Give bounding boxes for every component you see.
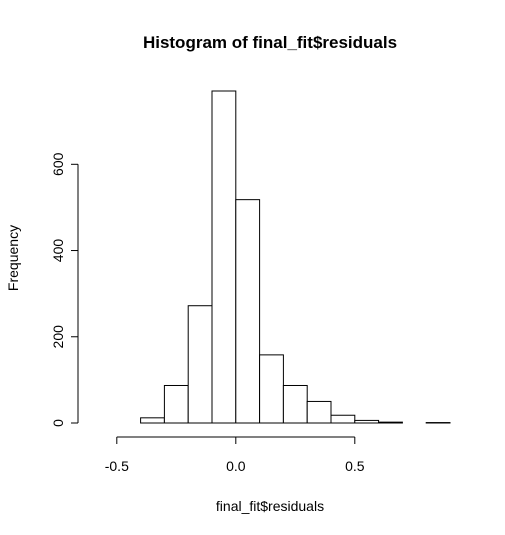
x-tick-label: 0.0 xyxy=(226,458,246,474)
histogram-bar xyxy=(188,306,212,423)
y-axis: 0 200 400 600 xyxy=(50,152,78,426)
histogram-bar xyxy=(379,422,403,423)
x-tick-label: 0.5 xyxy=(345,458,365,474)
histogram-bar xyxy=(141,418,165,423)
histogram-bar xyxy=(260,355,284,423)
histogram-bar xyxy=(164,385,188,423)
histogram-bars xyxy=(141,91,450,423)
x-axis: -0.5 0.0 0.5 xyxy=(105,437,365,474)
y-tick-label: 400 xyxy=(50,239,66,263)
y-tick-label: 0 xyxy=(50,419,66,427)
histogram-bar xyxy=(283,385,307,423)
histogram-bar xyxy=(355,420,379,423)
y-tick-label: 200 xyxy=(50,325,66,349)
x-tick-label: -0.5 xyxy=(105,458,129,474)
histogram-bar xyxy=(212,91,236,423)
x-axis-label: final_fit$residuals xyxy=(216,498,324,514)
histogram-bar xyxy=(236,200,260,423)
histogram-bar xyxy=(331,415,355,423)
y-axis-label: Frequency xyxy=(5,225,21,291)
histogram-bar xyxy=(307,401,331,423)
chart-title: Histogram of final_fit$residuals xyxy=(143,33,397,52)
y-tick-label: 600 xyxy=(50,152,66,176)
